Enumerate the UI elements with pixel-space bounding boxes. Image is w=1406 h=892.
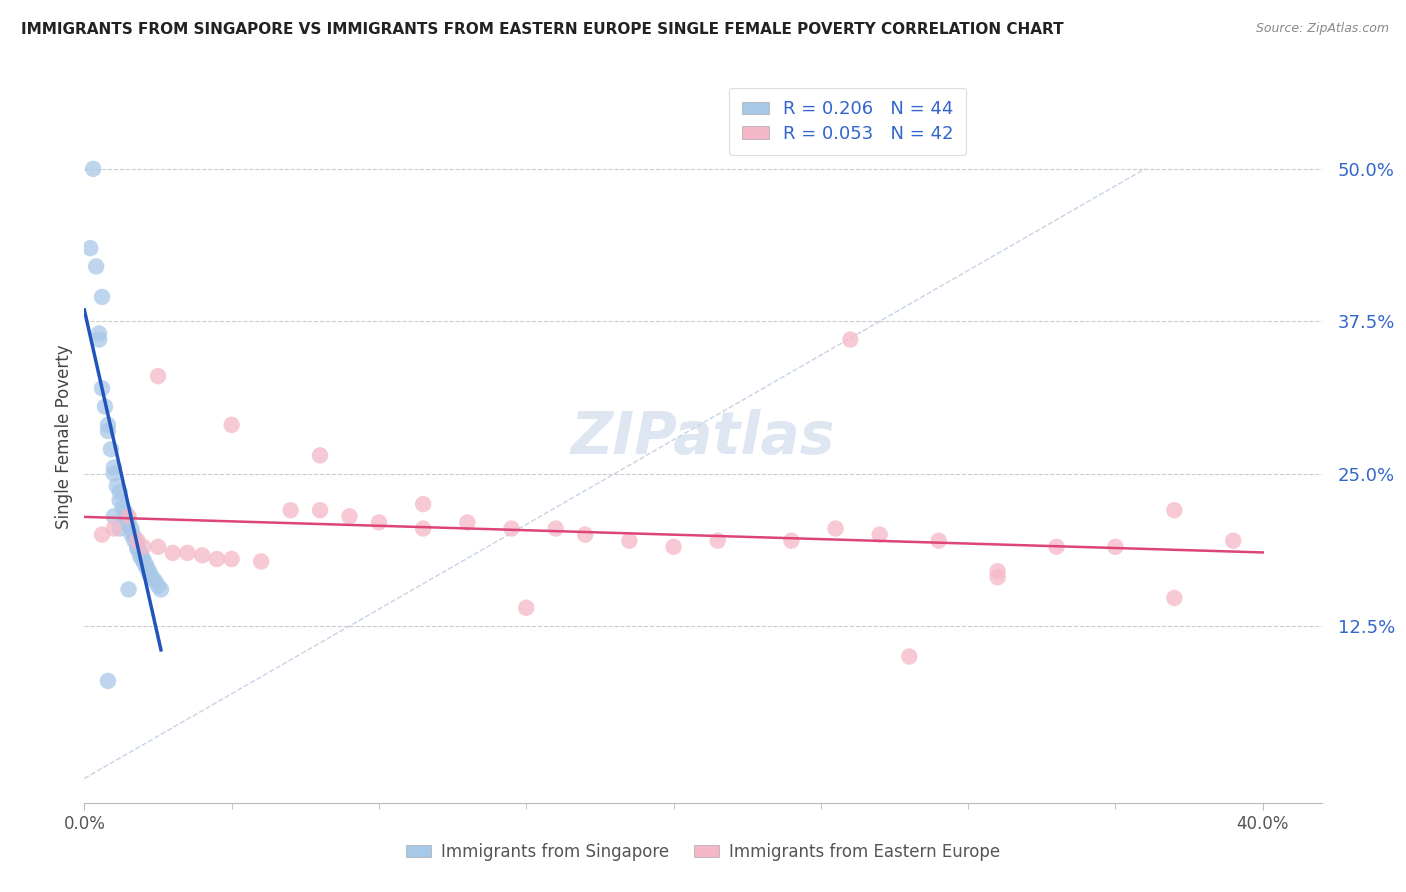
Point: [108, 493, 131, 508]
Point: [87, 333, 110, 347]
Point: [117, 513, 139, 527]
Point: [135, 560, 157, 574]
Point: [97, 417, 120, 432]
Point: [149, 582, 172, 597]
Point: [127, 540, 149, 554]
Point: [97, 424, 120, 438]
Point: [619, 533, 641, 548]
Point: [191, 549, 214, 563]
Point: [103, 509, 125, 524]
Point: [412, 497, 434, 511]
Point: [839, 333, 862, 347]
Point: [250, 554, 273, 568]
Point: [84, 260, 107, 274]
Point: [309, 448, 332, 462]
Point: [82, 161, 104, 176]
Point: [132, 540, 155, 554]
Point: [869, 527, 891, 541]
Point: [132, 554, 155, 568]
Point: [824, 521, 846, 535]
Point: [780, 533, 803, 548]
Point: [706, 533, 728, 548]
Point: [221, 552, 243, 566]
Point: [91, 290, 114, 304]
Text: ZIPatlas: ZIPatlas: [571, 409, 835, 466]
Point: [205, 552, 228, 566]
Point: [987, 570, 1010, 584]
Point: [124, 533, 146, 548]
Point: [1222, 533, 1244, 548]
Point: [928, 533, 950, 548]
Point: [103, 467, 125, 481]
Point: [544, 521, 567, 535]
Point: [143, 574, 166, 588]
Point: [1163, 591, 1185, 605]
Point: [108, 521, 131, 535]
Point: [129, 546, 152, 560]
Text: IMMIGRANTS FROM SINGAPORE VS IMMIGRANTS FROM EASTERN EUROPE SINGLE FEMALE POVERT: IMMIGRANTS FROM SINGAPORE VS IMMIGRANTS …: [21, 22, 1064, 37]
Point: [574, 527, 596, 541]
Point: [339, 509, 361, 524]
Point: [138, 566, 160, 581]
Point: [111, 500, 134, 515]
Point: [91, 381, 114, 395]
Text: Source: ZipAtlas.com: Source: ZipAtlas.com: [1256, 22, 1389, 36]
Point: [176, 546, 198, 560]
Point: [127, 542, 149, 557]
Point: [129, 549, 152, 564]
Point: [412, 521, 434, 535]
Point: [141, 570, 163, 584]
Point: [146, 579, 169, 593]
Point: [501, 521, 523, 535]
Point: [117, 582, 139, 597]
Point: [515, 600, 537, 615]
Point: [662, 540, 685, 554]
Point: [987, 564, 1010, 578]
Point: [87, 326, 110, 341]
Point: [105, 479, 128, 493]
Point: [108, 485, 131, 500]
Point: [127, 537, 149, 551]
Point: [121, 521, 143, 535]
Point: [121, 527, 143, 541]
Point: [309, 503, 332, 517]
Point: [138, 564, 160, 578]
Point: [103, 460, 125, 475]
Point: [94, 400, 117, 414]
Point: [898, 649, 921, 664]
Point: [79, 241, 101, 255]
Point: [280, 503, 302, 517]
Point: [1104, 540, 1126, 554]
Point: [117, 509, 139, 524]
Legend: Immigrants from Singapore, Immigrants from Eastern Europe: Immigrants from Singapore, Immigrants fr…: [399, 837, 1007, 868]
Point: [368, 516, 391, 530]
Point: [146, 540, 169, 554]
Point: [132, 552, 155, 566]
Point: [117, 517, 139, 532]
Point: [97, 673, 120, 688]
Point: [127, 533, 149, 548]
Point: [91, 527, 114, 541]
Point: [456, 516, 478, 530]
Point: [221, 417, 243, 432]
Point: [135, 558, 157, 573]
Point: [1163, 503, 1185, 517]
Point: [114, 509, 136, 524]
Point: [103, 521, 125, 535]
Point: [100, 442, 122, 457]
Point: [146, 369, 169, 384]
Y-axis label: Single Female Poverty: Single Female Poverty: [55, 345, 73, 529]
Point: [124, 530, 146, 544]
Point: [162, 546, 184, 560]
Point: [114, 506, 136, 520]
Point: [1045, 540, 1067, 554]
